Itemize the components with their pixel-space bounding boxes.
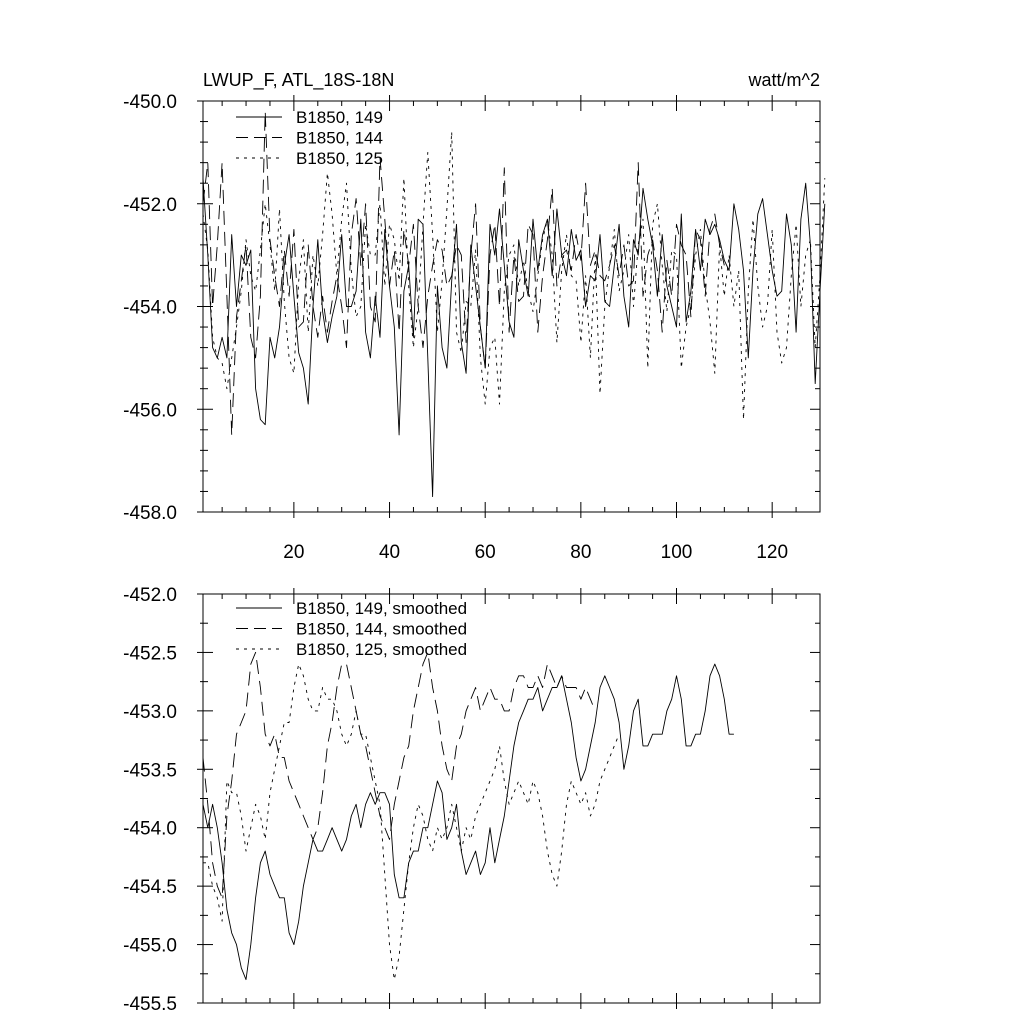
legend-label: B1850, 149, smoothed xyxy=(296,599,467,618)
legend-label: B1850, 125, smoothed xyxy=(296,640,467,659)
top-panel: -450.0 -452.0 -454.0 -456.0 -458.0 20 40 60 80 10… xyxy=(123,92,826,563)
legend-label: B1850, 144 xyxy=(296,129,383,148)
y-tick-label: -454.5 xyxy=(123,877,177,898)
y-tick-label: -455.0 xyxy=(123,936,177,957)
x-tick-label: 40 xyxy=(379,542,400,563)
legend-label: B1850, 144, smoothed xyxy=(296,620,467,639)
y-tick-label: -452.5 xyxy=(123,643,177,664)
chart-title: LWUP_F, ATL_18S-18N xyxy=(203,70,394,91)
y-tick-label: -450.0 xyxy=(123,92,177,113)
y-tick-label: -456.0 xyxy=(123,400,177,421)
legend-label: B1850, 125 xyxy=(296,149,383,168)
series-line-2 xyxy=(202,651,596,899)
series-line-1 xyxy=(202,663,734,981)
y-tick-label: -452.0 xyxy=(123,585,177,606)
x-tick-label: 120 xyxy=(756,542,788,563)
y-tick-label: -453.5 xyxy=(123,760,177,781)
x-tick-label: 100 xyxy=(661,542,693,563)
series-line-3 xyxy=(203,663,620,981)
series-line-3 xyxy=(202,131,826,420)
series-line-2 xyxy=(202,110,725,436)
legend-label: B1850, 149 xyxy=(296,108,383,127)
y-tick-label: -455.5 xyxy=(123,994,177,1015)
x-tick-label: 80 xyxy=(570,542,591,563)
x-tick-label: 20 xyxy=(283,542,304,563)
x-tick-label: 60 xyxy=(475,542,496,563)
series-line-1 xyxy=(202,178,826,498)
y-tick-label: -454.0 xyxy=(123,819,177,840)
bottom-panel: -452.0 -452.5 -453.0 -453.5 -454.0 -454.5 -455… xyxy=(123,585,821,1015)
units-label: watt/m^2 xyxy=(748,70,820,90)
y-tick-label: -452.0 xyxy=(123,195,177,216)
y-tick-label: -453.0 xyxy=(123,702,177,723)
y-tick-label: -458.0 xyxy=(123,503,177,524)
y-tick-label: -454.0 xyxy=(123,298,177,319)
